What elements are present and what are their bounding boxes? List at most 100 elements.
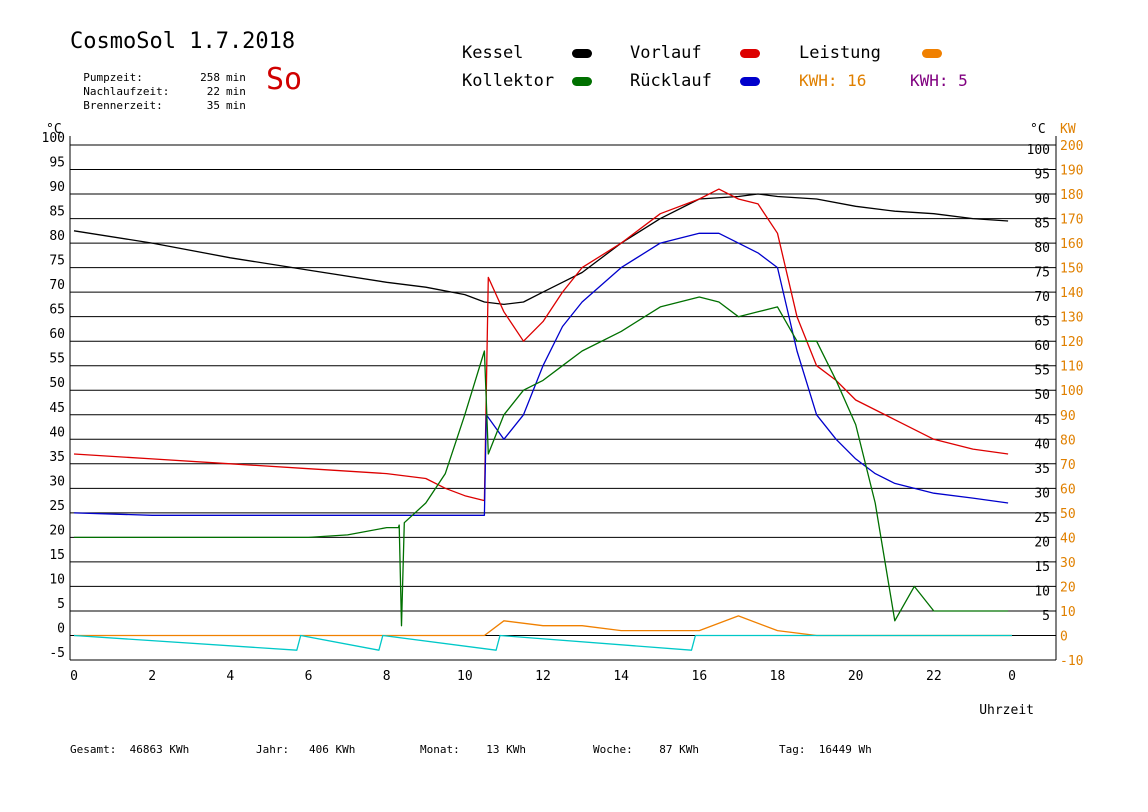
legend-kessel-label: Kessel bbox=[462, 43, 524, 63]
footer-label: Gesamt: bbox=[70, 743, 117, 756]
x-tick: 14 bbox=[613, 669, 629, 684]
y-tick-power: 60 bbox=[1060, 482, 1076, 497]
y-tick-right: 90 bbox=[1034, 192, 1050, 207]
chart-title: CosmoSol 1.7.2018 bbox=[70, 29, 296, 54]
y-tick-right: 65 bbox=[1034, 315, 1050, 330]
y-axis-unit-left: °C bbox=[46, 122, 62, 137]
x-tick: 16 bbox=[692, 669, 708, 684]
footer-woche: Woche: 87 KWh bbox=[593, 743, 699, 756]
legend-vorlauf-label: Vorlauf bbox=[630, 43, 702, 63]
stat-unit: min bbox=[226, 99, 246, 112]
x-tick: 4 bbox=[226, 669, 234, 684]
series-pumpe bbox=[73, 634, 1012, 651]
y-tick-right: 55 bbox=[1034, 364, 1050, 379]
stat-label: Nachlaufzeit: bbox=[83, 85, 170, 98]
footer-tag: Tag: 16449 Wh bbox=[779, 743, 872, 756]
stat-value: 22 bbox=[206, 85, 220, 98]
y-tick-right: 50 bbox=[1034, 388, 1050, 403]
y-tick-left: -5 bbox=[49, 646, 65, 661]
stat-pumpzeit: Pumpzeit: 258 min bbox=[70, 58, 246, 84]
y-tick-left: 70 bbox=[49, 278, 65, 293]
y-tick-right: 60 bbox=[1034, 339, 1050, 354]
stat-value: 35 bbox=[206, 99, 220, 112]
stat-brennerzeit: Brennerzeit: 35 min bbox=[70, 86, 246, 112]
y-tick-power: 180 bbox=[1060, 188, 1083, 203]
y-tick-power: 100 bbox=[1060, 384, 1083, 399]
y-tick-power: 170 bbox=[1060, 213, 1083, 228]
y-tick-left: 40 bbox=[49, 425, 65, 440]
stat-unit: min bbox=[226, 71, 246, 84]
stat-label: Brennerzeit: bbox=[83, 99, 163, 112]
y-tick-right: 100 bbox=[1027, 143, 1050, 158]
y-tick-right: 30 bbox=[1034, 486, 1050, 501]
series-vorlauf bbox=[73, 188, 1009, 502]
footer-value: 406 KWh bbox=[309, 743, 356, 756]
series-kollektor bbox=[74, 296, 1009, 627]
y-tick-right: 10 bbox=[1034, 584, 1050, 599]
footer-value: 13 KWh bbox=[486, 743, 526, 756]
footer-value: 46863 KWh bbox=[129, 743, 190, 756]
x-tick: 6 bbox=[305, 669, 313, 684]
y-tick-right: 35 bbox=[1034, 462, 1050, 477]
footer-label: Tag: bbox=[779, 743, 806, 756]
kwh-burner-label: KWH: 5 bbox=[910, 71, 968, 90]
legend-leistung-label: Leistung bbox=[799, 43, 881, 63]
y-tick-right: 40 bbox=[1034, 437, 1050, 452]
legend-kollektor-swatch bbox=[572, 77, 592, 86]
x-tick: 22 bbox=[926, 669, 942, 684]
y-tick-power: 190 bbox=[1060, 164, 1083, 179]
series-kessel bbox=[73, 193, 1009, 306]
legend-vorlauf-swatch bbox=[740, 49, 760, 58]
footer-monat: Monat: 13 KWh bbox=[420, 743, 526, 756]
legend-ruecklauf-label: Rücklauf bbox=[630, 71, 712, 91]
y-tick-right: 5 bbox=[1042, 609, 1050, 624]
stat-value: 258 bbox=[200, 71, 220, 84]
y-tick-left: 25 bbox=[49, 499, 65, 514]
y-tick-power: 70 bbox=[1060, 458, 1076, 473]
legend-leistung-swatch bbox=[922, 49, 942, 58]
y-tick-right: 85 bbox=[1034, 217, 1050, 232]
y-tick-left: 80 bbox=[49, 229, 65, 244]
footer-label: Jahr: bbox=[256, 743, 290, 756]
x-axis-label: Uhrzeit bbox=[979, 703, 1034, 718]
y-tick-power: 80 bbox=[1060, 433, 1076, 448]
y-tick-power: 120 bbox=[1060, 335, 1083, 350]
y-tick-left: 85 bbox=[49, 205, 65, 220]
footer-value: 16449 Wh bbox=[818, 743, 872, 756]
y-tick-right: 45 bbox=[1034, 413, 1050, 428]
y-tick-power: 20 bbox=[1060, 580, 1076, 595]
y-tick-right: 25 bbox=[1034, 511, 1050, 526]
y-tick-left: 50 bbox=[49, 376, 65, 391]
legend-kessel-swatch bbox=[572, 49, 592, 58]
y-tick-right: 20 bbox=[1034, 535, 1050, 550]
y-tick-right: 15 bbox=[1034, 560, 1050, 575]
kwh-solar-label: KWH: 16 bbox=[799, 71, 867, 90]
x-tick: 2 bbox=[148, 669, 156, 684]
y-tick-right: 80 bbox=[1034, 241, 1050, 256]
y-tick-power: 30 bbox=[1060, 556, 1076, 571]
y-axis-unit-power: KW bbox=[1060, 122, 1076, 137]
y-tick-left: 90 bbox=[49, 180, 65, 195]
y-axis-unit-right: °C bbox=[1030, 122, 1046, 137]
x-tick: 18 bbox=[770, 669, 786, 684]
y-tick-left: 20 bbox=[49, 523, 65, 538]
x-tick: 0 bbox=[1008, 669, 1016, 684]
y-tick-left: 5 bbox=[57, 597, 65, 612]
y-tick-left: 55 bbox=[49, 352, 65, 367]
y-tick-left: 100 bbox=[42, 131, 65, 146]
y-tick-left: 60 bbox=[49, 327, 65, 342]
y-tick-left: 35 bbox=[49, 450, 65, 465]
y-tick-power: 90 bbox=[1060, 409, 1076, 424]
y-tick-power: 140 bbox=[1060, 286, 1083, 301]
series-ruecklauf bbox=[73, 232, 1009, 516]
legend-kollektor-label: Kollektor bbox=[462, 71, 555, 91]
y-tick-right: 75 bbox=[1034, 266, 1050, 281]
y-tick-right: 70 bbox=[1034, 290, 1050, 305]
x-tick: 10 bbox=[457, 669, 473, 684]
x-tick: 20 bbox=[848, 669, 864, 684]
y-tick-left: 95 bbox=[49, 156, 65, 171]
footer-label: Woche: bbox=[593, 743, 633, 756]
y-tick-power: 150 bbox=[1060, 262, 1083, 277]
y-tick-power: 10 bbox=[1060, 605, 1076, 620]
